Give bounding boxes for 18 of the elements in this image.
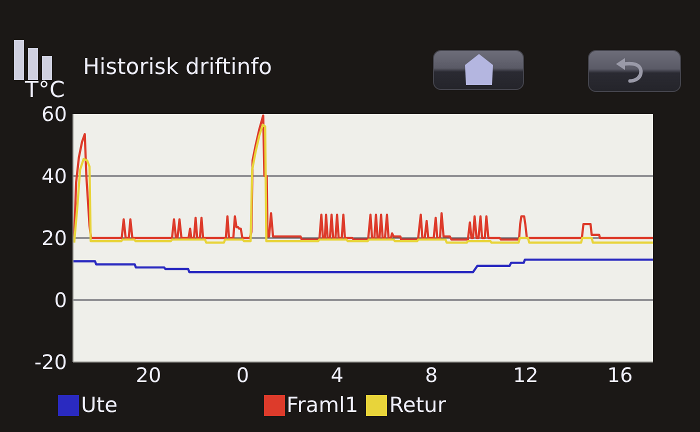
y-tick-label: 20 <box>42 226 67 250</box>
y-tick-label: 0 <box>54 288 67 312</box>
x-tick-label: 8 <box>425 363 438 388</box>
x-tick-label: 4 <box>330 363 344 388</box>
x-tick-label: 20 <box>136 363 162 388</box>
back-button[interactable] <box>588 50 681 92</box>
legend-label: Retur <box>389 393 446 417</box>
legend-label: Framl1 <box>286 393 358 417</box>
y-tick-label: 60 <box>42 102 67 126</box>
chart-title: Historisk driftinfo <box>83 55 272 81</box>
x-tick-label: 0 <box>236 363 250 388</box>
y-axis-title: T°C <box>25 78 65 103</box>
y-tick-label: -20 <box>34 350 67 374</box>
legend-label: Ute <box>81 393 118 417</box>
home-button[interactable] <box>433 50 524 90</box>
x-tick-label: 12 <box>512 363 538 388</box>
x-tick-label: 16 <box>607 363 633 388</box>
y-tick-label: 40 <box>42 164 67 188</box>
